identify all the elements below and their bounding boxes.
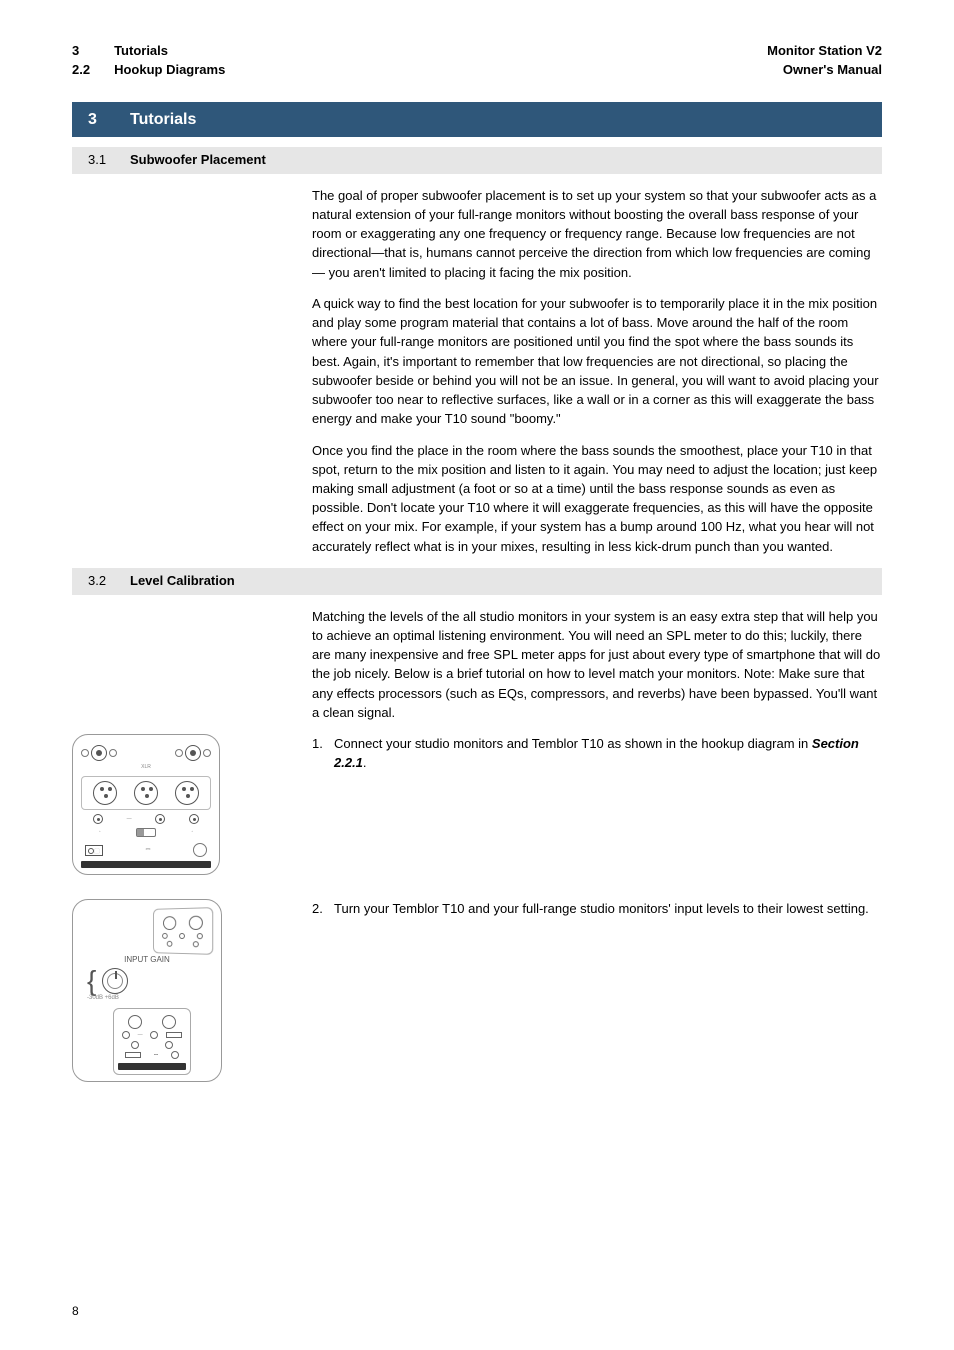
header-chapter-title: Tutorials [114,42,225,61]
step-2-body: Turn your Temblor T10 and your full-rang… [334,899,882,918]
step-2-row: INPUT GAIN { -30dB +6dB — ⎓ 2. Turn your… [72,899,882,1082]
sub2-intro-para: Matching the levels of the all studio mo… [312,607,882,722]
step-1-body: Connect your studio monitors and Temblor… [334,734,882,772]
header-chapter-num: 3 [72,42,114,61]
section-number: 3 [88,108,130,131]
header-product: Monitor Station V2 [767,42,882,61]
section-banner: 3 Tutorials [72,102,882,137]
subsection-3-1-body: The goal of proper subwoofer placement i… [312,186,882,556]
page-number: 8 [72,1303,79,1320]
subsection-3-2-bar: 3.2 Level Calibration [72,568,882,595]
subsection-3-1-title: Subwoofer Placement [130,151,266,170]
step-1-number: 1. [312,734,334,772]
header-section-num: 2.2 [72,61,114,80]
header-doc: Owner's Manual [767,61,882,80]
step-2-figure: INPUT GAIN { -30dB +6dB — ⎓ [72,899,312,1082]
gain-range-label: -30dB +6dB [81,994,213,1003]
device-rear-panel-diagram: XLR — ◦◦ ⎓ [72,734,220,875]
step-1-text: 1. Connect your studio monitors and Temb… [312,734,882,772]
input-gain-diagram: INPUT GAIN { -30dB +6dB — ⎓ [72,899,222,1082]
header-section-title: Hookup Diagrams [114,61,225,80]
subsection-3-1-num: 3.1 [88,151,130,170]
step-2-text: 2. Turn your Temblor T10 and your full-r… [312,899,882,918]
header-right: Monitor Station V2 Owner's Manual [767,42,882,80]
subsection-3-2-title: Level Calibration [130,572,235,591]
step-1-figure: XLR — ◦◦ ⎓ [72,734,312,875]
subsection-3-2-num: 3.2 [88,572,130,591]
xlr-label: XLR [81,765,211,770]
input-gain-label: INPUT GAIN [81,954,213,966]
sub1-para-2: A quick way to find the best location fo… [312,294,882,429]
outputs-label-strip [81,861,211,868]
header-left: 3 Tutorials 2.2 Hookup Diagrams [72,42,225,80]
step-1-text-b: . [363,755,367,770]
page-header: 3 Tutorials 2.2 Hookup Diagrams Monitor … [72,42,882,80]
sub1-para-3: Once you find the place in the room wher… [312,441,882,556]
step-1-row: XLR — ◦◦ ⎓ 1. Connect your studio monito… [72,734,882,875]
subsection-3-2-intro: Matching the levels of the all studio mo… [312,607,882,722]
step-2-number: 2. [312,899,334,918]
section-title: Tutorials [130,108,196,131]
step-1-text-a: Connect your studio monitors and Temblor… [334,736,812,751]
sub1-para-1: The goal of proper subwoofer placement i… [312,186,882,282]
input-gain-knob-icon [102,968,128,994]
subsection-3-1-bar: 3.1 Subwoofer Placement [72,147,882,174]
